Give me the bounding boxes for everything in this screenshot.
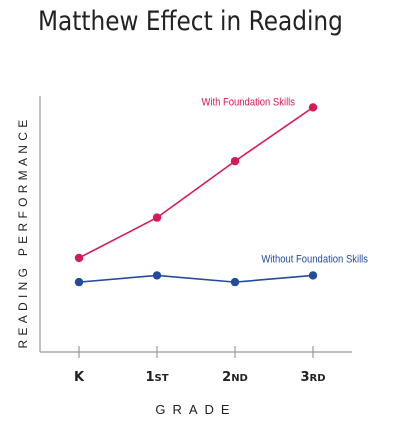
x-axis-title: GRADE xyxy=(155,402,236,417)
series-group: With Foundation Skills Without Foundation… xyxy=(74,97,368,287)
data-point xyxy=(74,277,84,287)
data-point xyxy=(74,253,84,263)
series-label: With Foundation Skills xyxy=(201,97,295,109)
series-label: Without Foundation Skills xyxy=(261,254,368,266)
x-tick-label: 3RD xyxy=(300,370,325,385)
series-line xyxy=(78,106,314,259)
axes xyxy=(39,96,352,353)
x-tick-label: K xyxy=(74,370,85,385)
axis-labels: GRADE READING PERFORMANCE xyxy=(16,115,236,417)
series-line xyxy=(78,274,314,283)
x-tick-label: 2ND xyxy=(222,370,248,385)
y-axis-title: READING PERFORMANCE xyxy=(16,115,30,348)
data-point xyxy=(308,103,318,112)
chart-title: Matthew Effect in Reading xyxy=(38,6,343,37)
data-point xyxy=(230,156,240,166)
data-point xyxy=(308,271,318,280)
x-ticks: K 1ST 2ND 3RD xyxy=(74,346,326,385)
data-point xyxy=(152,213,162,222)
x-tick-label: 1ST xyxy=(145,370,168,385)
data-point xyxy=(230,277,240,287)
data-point xyxy=(152,271,162,280)
